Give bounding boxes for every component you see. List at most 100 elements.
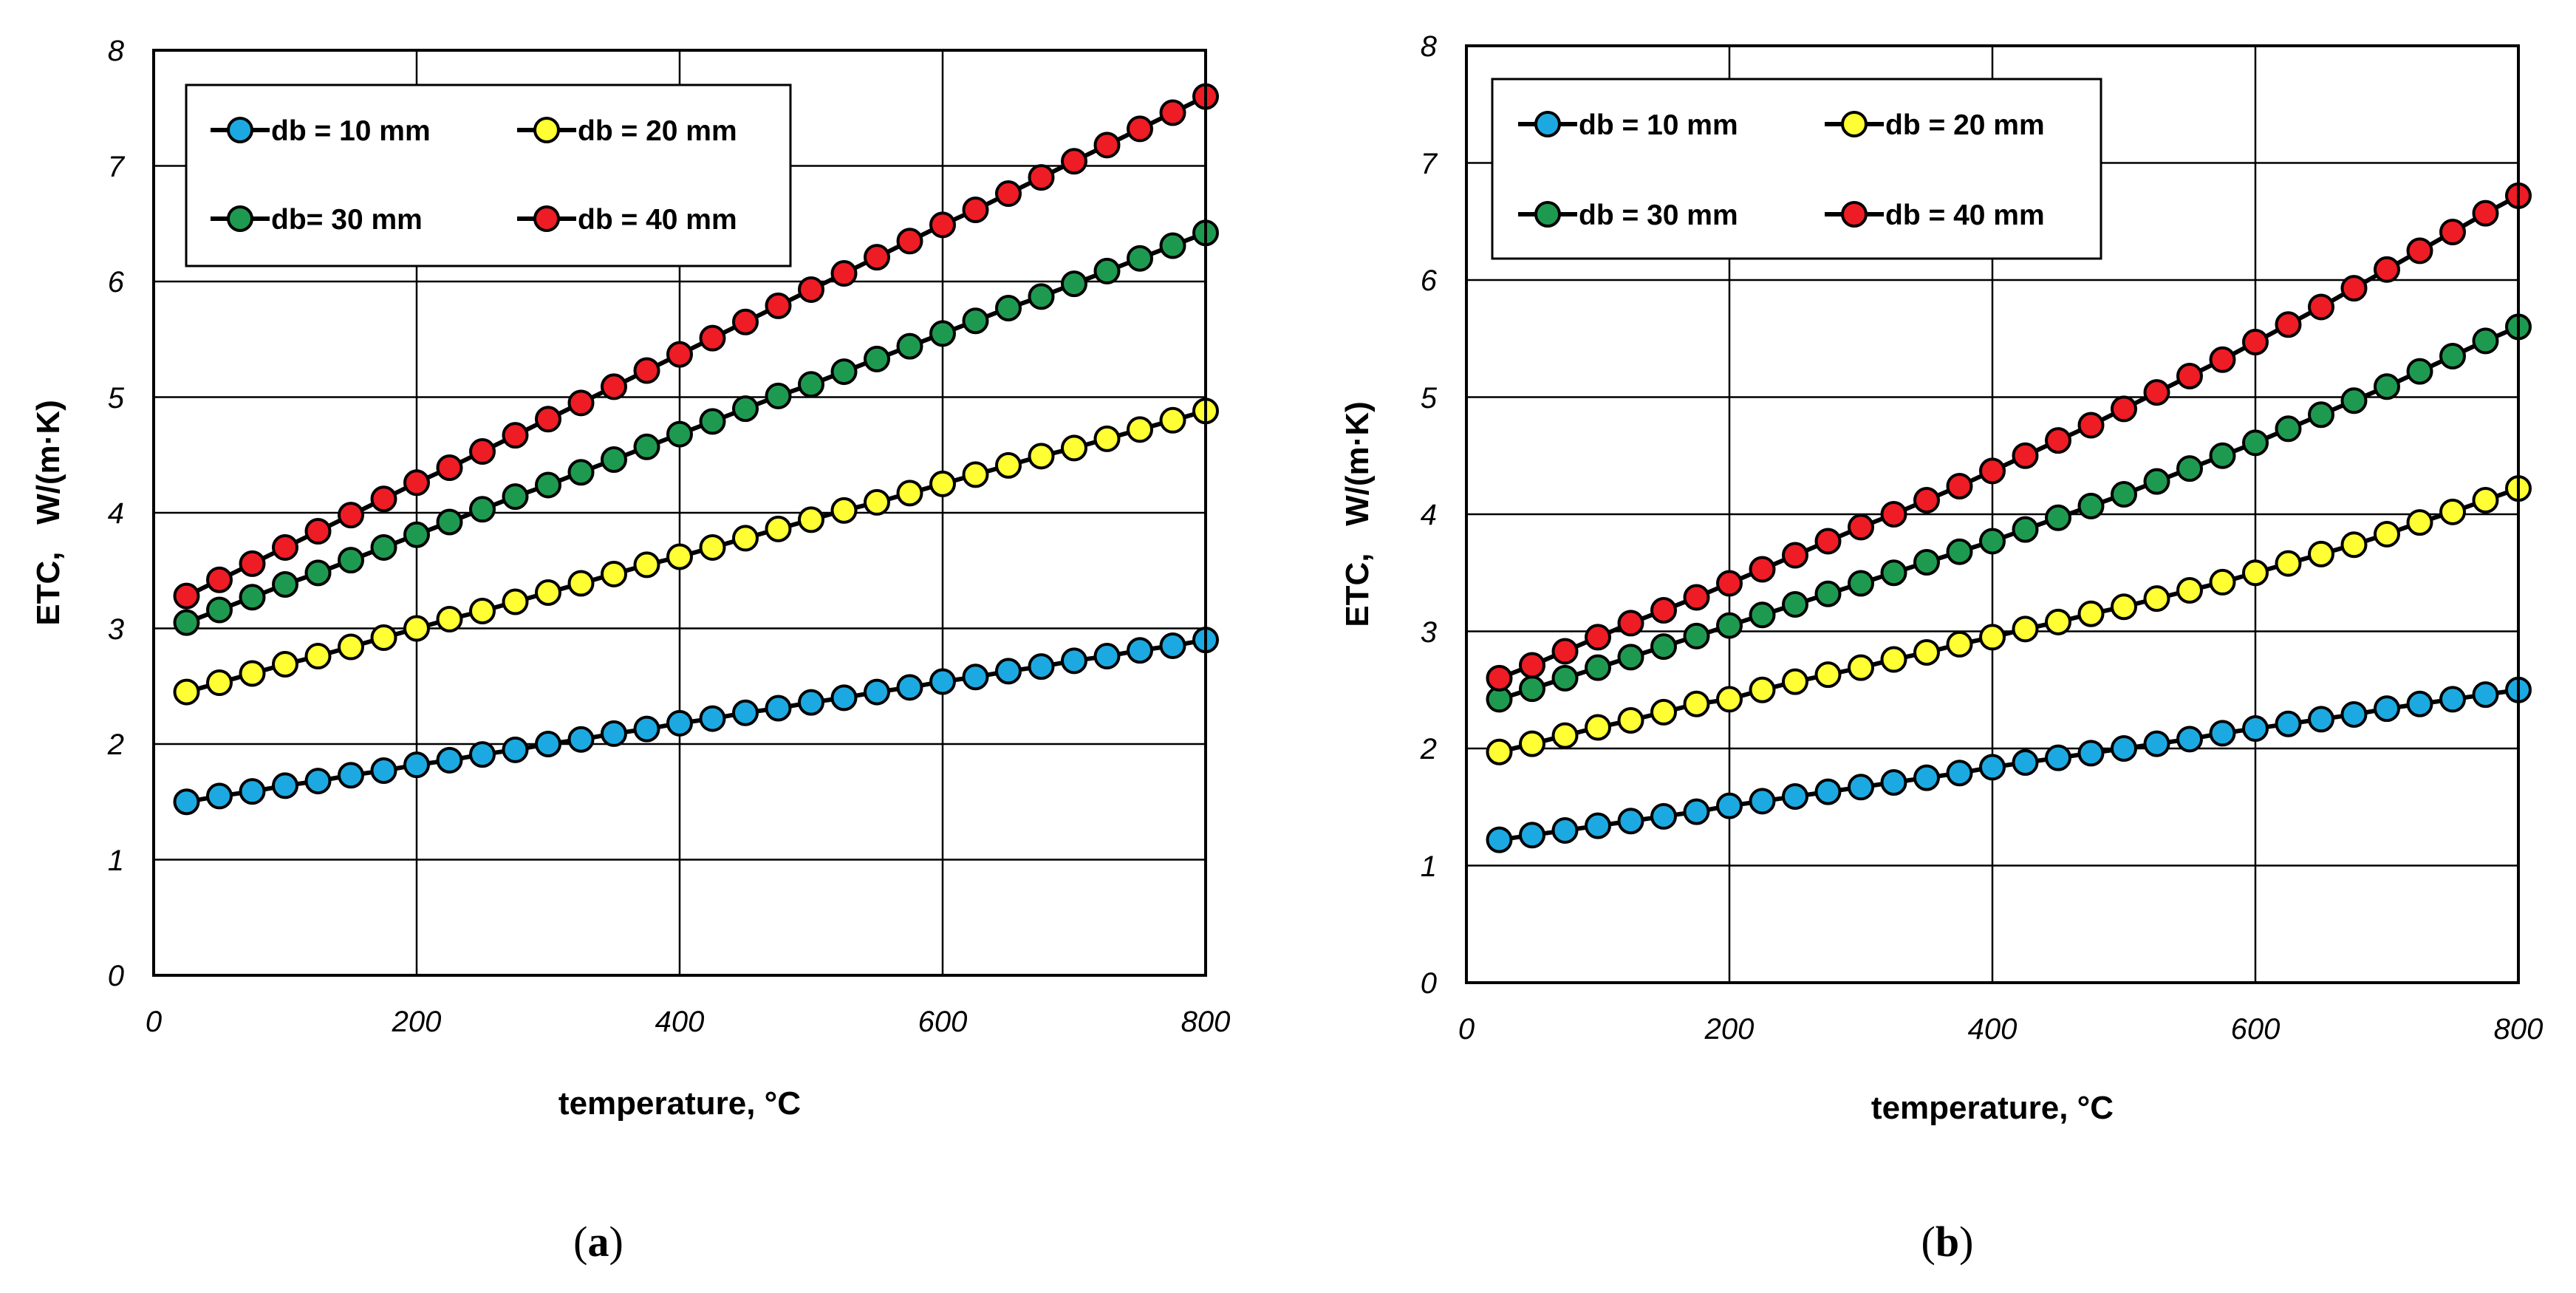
data-point	[1782, 782, 1808, 810]
data-point	[567, 570, 595, 597]
legend-label: db= 30 mm	[271, 204, 423, 236]
data-point	[2406, 690, 2433, 717]
data-point	[2077, 492, 2105, 519]
data-point	[896, 332, 923, 360]
data-point	[1880, 768, 1907, 796]
chart-panel-b: 0 1 2 3 4 5 6 7 8 0 200 400 600 800 temp…	[1339, 30, 2543, 1266]
data-point	[2045, 427, 2071, 454]
data-point	[1979, 754, 2006, 781]
data-point	[2012, 615, 2039, 643]
series-1	[1486, 676, 2532, 853]
data-point	[436, 746, 463, 774]
panel-label-b: (b)	[1921, 1218, 1974, 1266]
data-point	[1127, 416, 1153, 443]
data-point	[436, 508, 463, 536]
legend-entry: db = 40 mm	[517, 204, 737, 236]
data-point	[2374, 373, 2400, 400]
data-point	[1946, 472, 1973, 499]
data-point	[2111, 593, 2137, 621]
data-point	[798, 689, 824, 716]
data-point	[666, 420, 693, 448]
data-point	[995, 294, 1022, 321]
x-tick-label: 600	[918, 1006, 968, 1038]
data-point	[272, 651, 298, 678]
data-point	[962, 663, 989, 691]
data-point	[2275, 710, 2302, 737]
data-point	[1127, 637, 1153, 664]
x-axis-title-a: temperature, °C	[558, 1085, 801, 1122]
data-point	[896, 674, 923, 701]
y-tick-label: 5	[1421, 382, 1438, 414]
data-point	[2406, 237, 2433, 265]
legend-label: db = 20 mm	[1885, 109, 2045, 141]
data-point	[206, 566, 233, 593]
data-point	[896, 228, 923, 255]
data-point	[403, 521, 430, 548]
x-tick-label: 400	[655, 1006, 705, 1038]
y-tick-label: 0	[108, 960, 124, 992]
data-point	[2111, 481, 2137, 508]
data-point	[206, 669, 233, 697]
data-point	[765, 695, 792, 722]
data-point	[535, 579, 561, 606]
y-tick-label: 2	[107, 729, 124, 761]
y-axis-b: 0 1 2 3 4 5 6 7 8	[1420, 30, 1438, 1000]
data-point	[2340, 701, 2368, 729]
legend-a: db = 10 mm db = 20 mm db= 30 mm db = 40 …	[185, 83, 792, 267]
y-tick-label: 6	[108, 266, 125, 298]
data-point	[502, 736, 529, 763]
data-point	[239, 660, 266, 687]
data-point	[929, 320, 956, 347]
data-point	[2143, 468, 2170, 495]
data-point	[1159, 232, 1186, 259]
data-point	[765, 382, 792, 409]
data-point	[338, 547, 364, 574]
data-point	[1913, 764, 1940, 791]
legend-entry: db = 10 mm	[1518, 109, 1738, 141]
data-point	[173, 678, 200, 706]
data-point	[666, 341, 693, 368]
series-4	[1486, 182, 2532, 692]
legend-b: db = 10 mm db = 20 mm db = 30 mm db = 40…	[1491, 78, 2102, 260]
data-point	[864, 678, 890, 706]
data-point	[206, 596, 233, 624]
data-point	[535, 471, 561, 499]
data-point	[1159, 99, 1186, 126]
data-point	[1159, 632, 1186, 659]
data-point	[765, 292, 792, 319]
data-point	[2374, 256, 2400, 283]
data-point	[601, 373, 627, 400]
legend-entry: db = 10 mm	[211, 115, 431, 147]
data-point	[272, 533, 298, 561]
data-point	[633, 715, 660, 743]
data-point	[929, 668, 956, 695]
x-axis-title-b: temperature, °C	[1871, 1090, 2114, 1126]
data-point	[2143, 379, 2170, 406]
data-point	[1093, 132, 1121, 159]
data-point	[1061, 148, 1087, 175]
data-point	[2472, 327, 2499, 355]
data-point	[929, 470, 956, 497]
data-point	[2143, 585, 2170, 613]
legend-entry: db = 30 mm	[1518, 199, 1738, 231]
y-tick-label: 1	[108, 845, 124, 877]
data-point	[1946, 760, 1973, 787]
data-point	[2439, 498, 2466, 525]
data-point	[2439, 343, 2466, 370]
data-point	[1551, 638, 1579, 665]
legend-entry: db = 20 mm	[517, 115, 737, 147]
data-point	[798, 506, 824, 533]
x-tick-label: 800	[1181, 1006, 1231, 1038]
data-point	[666, 709, 693, 737]
data-point	[469, 438, 496, 465]
data-point	[1028, 443, 1055, 470]
data-point	[830, 684, 858, 712]
data-point	[370, 485, 397, 513]
data-point	[1617, 610, 1644, 637]
data-point	[567, 389, 595, 417]
data-point	[502, 422, 529, 449]
data-point	[239, 584, 266, 611]
data-point	[798, 276, 824, 303]
series-3	[173, 219, 1219, 636]
